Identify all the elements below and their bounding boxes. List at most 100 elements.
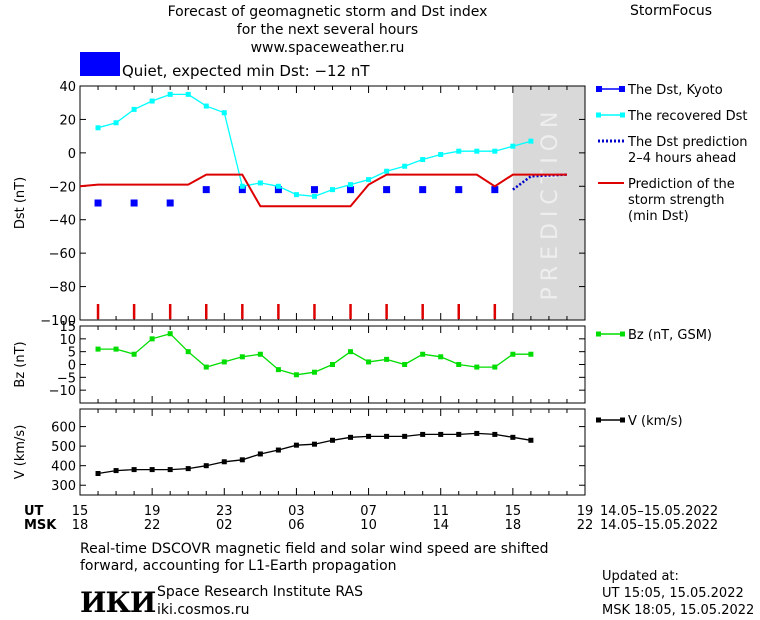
bz-series-0-point [95,346,101,352]
v-series-0-point [113,468,119,474]
bz-series-0-point [293,372,299,378]
dst-series-0-point [347,186,355,194]
v-series-0-point [293,442,299,448]
msk-tick-label: 10 [360,518,377,533]
dst-series-1-point [221,110,227,116]
bz-series-0-point [348,349,354,355]
bz-series-0-point [167,331,173,337]
v-series-0-point [510,434,516,440]
v-series-0-point [420,431,426,437]
dst-series-1-point [438,152,444,158]
bz-ytick-label: 15 [59,320,76,335]
dst-series-1-point [149,98,155,104]
updated-msk: MSK 18:05, 15.05.2022 [602,603,755,618]
ut-tick-label: 15 [505,504,522,519]
status-swatch [80,52,120,76]
bz-series-0-point [149,336,155,342]
chart-subtitle: for the next several hours [236,22,419,38]
v-series-0-point [167,467,173,473]
dst-ytick-label: −20 [49,180,76,195]
dst-series-0-point [238,186,246,194]
dst-legend-label: storm strength [628,193,725,208]
dst-ytick-label: −80 [49,281,76,296]
bz-series-0-point [257,351,263,357]
bz-series-0-point [131,351,137,357]
updated-ut: UT 15:05, 15.05.2022 [602,586,744,601]
msk-tick-label: 18 [505,518,522,533]
dst-series-1-point [528,138,534,144]
v-series-0-point [239,457,245,463]
dst-ytick-label: 40 [59,80,76,95]
dst-series-1-point [311,193,317,199]
ut-tick-label: 23 [216,504,233,519]
bz-ytick-label: −10 [49,384,76,399]
dst-series-0-point [130,199,138,207]
ut-tick-label: 15 [72,504,89,519]
updated-label: Updated at: [602,569,679,584]
v-series-0-point [402,433,408,439]
v-series-0-point [492,431,498,437]
v-series-0-point [348,434,354,440]
dst-series-1-point [293,192,299,198]
dst-series-1-point [239,183,245,189]
bz-series-0-point [221,359,227,365]
bz-ytick-label: 5 [68,346,76,361]
dst-legend-marker [596,86,602,92]
v-legend-marker [620,417,625,423]
dst-legend-label: Prediction of the [628,177,735,192]
dst-legend-marker [596,112,601,118]
dst-series-1-point [203,103,209,109]
dst-series-1-point [131,106,137,112]
bz-legend-marker [620,331,625,337]
bz-series-0-point [239,354,245,360]
ut-tick-label: 03 [288,504,305,519]
bz-series-0-point [474,364,480,370]
bz-legend-label: Bz (nT, GSM) [628,328,712,343]
dst-legend-label: 2–4 hours ahead [628,151,736,166]
dst-series-1-point [330,187,335,193]
prediction-label: PREDICTION [538,106,563,301]
dst-legend-label: The recovered Dst [627,109,747,124]
dst-series-0-point [94,199,102,207]
msk-tick-label: 22 [577,518,594,533]
ut-tick-label: 11 [432,504,449,519]
footer-note-line2: forward, accounting for L1-Earth propaga… [80,558,397,574]
source-url: www.spaceweather.ru [250,40,405,56]
ut-range-label: 14.05–15.05.2022 [600,504,718,519]
bz-series-0-point [185,349,191,355]
v-series-0-point [384,433,390,439]
bz-series-0-point [311,369,317,375]
dst-ytick-label: −40 [49,214,76,229]
bz-ylabel: Bz (nT) [13,341,28,387]
bz-series-0-point [366,359,372,365]
v-series-0-point [203,463,209,469]
bz-series-0-point [113,346,119,352]
msk-tick-label: 22 [144,518,161,533]
dst-series-1-point [402,163,408,169]
dst-series-1-point [167,91,173,97]
v-ylabel: V (km/s) [13,425,28,480]
dst-ytick-label: 0 [68,147,76,162]
dst-series-1-point [492,148,498,154]
bz-series-0-point [384,356,390,362]
v-series-0-point [221,459,227,465]
prediction-zone [512,86,585,320]
bz-series-0-point [420,351,426,357]
dst-series-0-point [310,186,318,194]
dst-series-0-point [419,186,427,194]
dst-ylabel: Dst (nT) [13,177,28,229]
bz-ytick-label: 0 [68,359,76,374]
dst-ytick-label: −60 [49,247,76,262]
v-series-0-point [275,447,281,453]
dst-series-1-point [366,177,372,183]
msk-range-label: 14.05–15.05.2022 [600,518,718,533]
bz-series-0-point [456,362,462,367]
dst-series-0-point [202,186,210,194]
v-ytick-label: 600 [51,421,76,436]
ut-axis-label: UT [24,504,44,519]
bz-legend-marker [596,331,601,337]
ut-tick-label: 07 [360,504,377,519]
bz-series-0-point [438,354,444,360]
dst-series-1-point [257,180,263,186]
v-panel-frame [79,408,586,496]
